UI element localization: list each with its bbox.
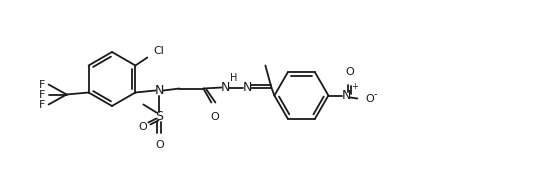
Text: N: N [342,89,351,102]
Text: N: N [154,84,164,97]
Text: F: F [39,80,45,89]
Text: O: O [345,67,354,76]
Text: O: O [366,94,374,103]
Text: F: F [39,89,45,100]
Text: O: O [138,122,147,131]
Text: O: O [210,111,219,122]
Text: F: F [39,100,45,109]
Text: -: - [373,89,377,100]
Text: +: + [352,82,358,90]
Text: N: N [221,81,230,94]
Text: O: O [155,140,164,149]
Text: H: H [231,73,238,82]
Text: Cl: Cl [153,45,164,56]
Text: S: S [156,110,164,123]
Text: N: N [242,81,252,94]
